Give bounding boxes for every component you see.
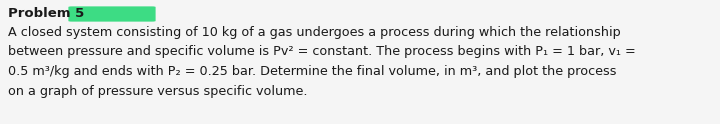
Text: on a graph of pressure versus specific volume.: on a graph of pressure versus specific v… (8, 84, 307, 97)
Text: Problem 5: Problem 5 (8, 7, 84, 20)
Text: between pressure and specific volume is Pv² = constant. The process begins with : between pressure and specific volume is … (8, 46, 636, 59)
Text: 0.5 m³/kg and ends with P₂ = 0.25 bar. Determine the final volume, in m³, and pl: 0.5 m³/kg and ends with P₂ = 0.25 bar. D… (8, 65, 616, 78)
FancyBboxPatch shape (68, 6, 156, 22)
Text: A closed system consisting of 10 kg of a gas undergoes a process during which th: A closed system consisting of 10 kg of a… (8, 26, 621, 39)
